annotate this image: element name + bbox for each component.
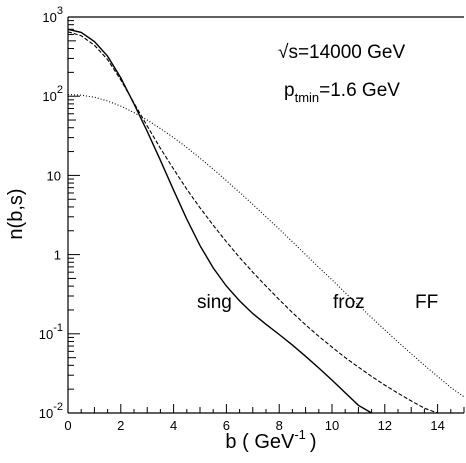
y-axis-title: n(b,s) [5,188,27,239]
x-axis-title-text: b ( GeV [225,431,295,453]
series-line-sing [67,28,372,414]
energy-text: s=14000 GeV [288,42,405,63]
y-tick-label: 10-2 [39,401,63,421]
y-tick-label: 1 [54,248,61,263]
x-tick-label: 8 [276,418,283,433]
ptmin-base: p [284,80,295,101]
series-label-ff: FF [415,292,438,313]
series-line-ff [67,93,465,398]
sqrt-symbol: √ [278,42,289,63]
x-tick-label: 10 [325,418,339,433]
x-tick-label: 0 [64,418,71,433]
y-tick-label: 102 [42,84,63,104]
x-tick-label: 14 [430,418,444,433]
x-tick-label: 6 [223,418,230,433]
x-axis-title-close: ) [310,431,317,453]
ptmin-annotation: ptmin=1.6 GeV [284,80,400,105]
energy-annotation: √s=14000 GeV [278,42,405,63]
x-tick-label: 4 [170,418,177,433]
x-axis-title-exponent: -1 [294,427,306,442]
x-axis-title: b ( GeV-1) [225,427,316,453]
ptmin-text: =1.6 GeV [319,80,400,101]
y-tick-label: 10 [47,168,61,183]
series-line-froz [67,31,464,414]
series-label-sing: sing [197,292,232,313]
ticks [67,16,465,414]
x-tick-label: 12 [378,418,392,433]
plot-frame [67,16,464,414]
series-label-froz: froz [333,292,365,313]
x-tick-label: 2 [117,418,124,433]
ptmin-subscript: tmin [295,90,320,105]
curves [67,28,465,414]
y-tick-label: 10-1 [39,322,63,342]
y-tick-label: 103 [42,5,63,25]
